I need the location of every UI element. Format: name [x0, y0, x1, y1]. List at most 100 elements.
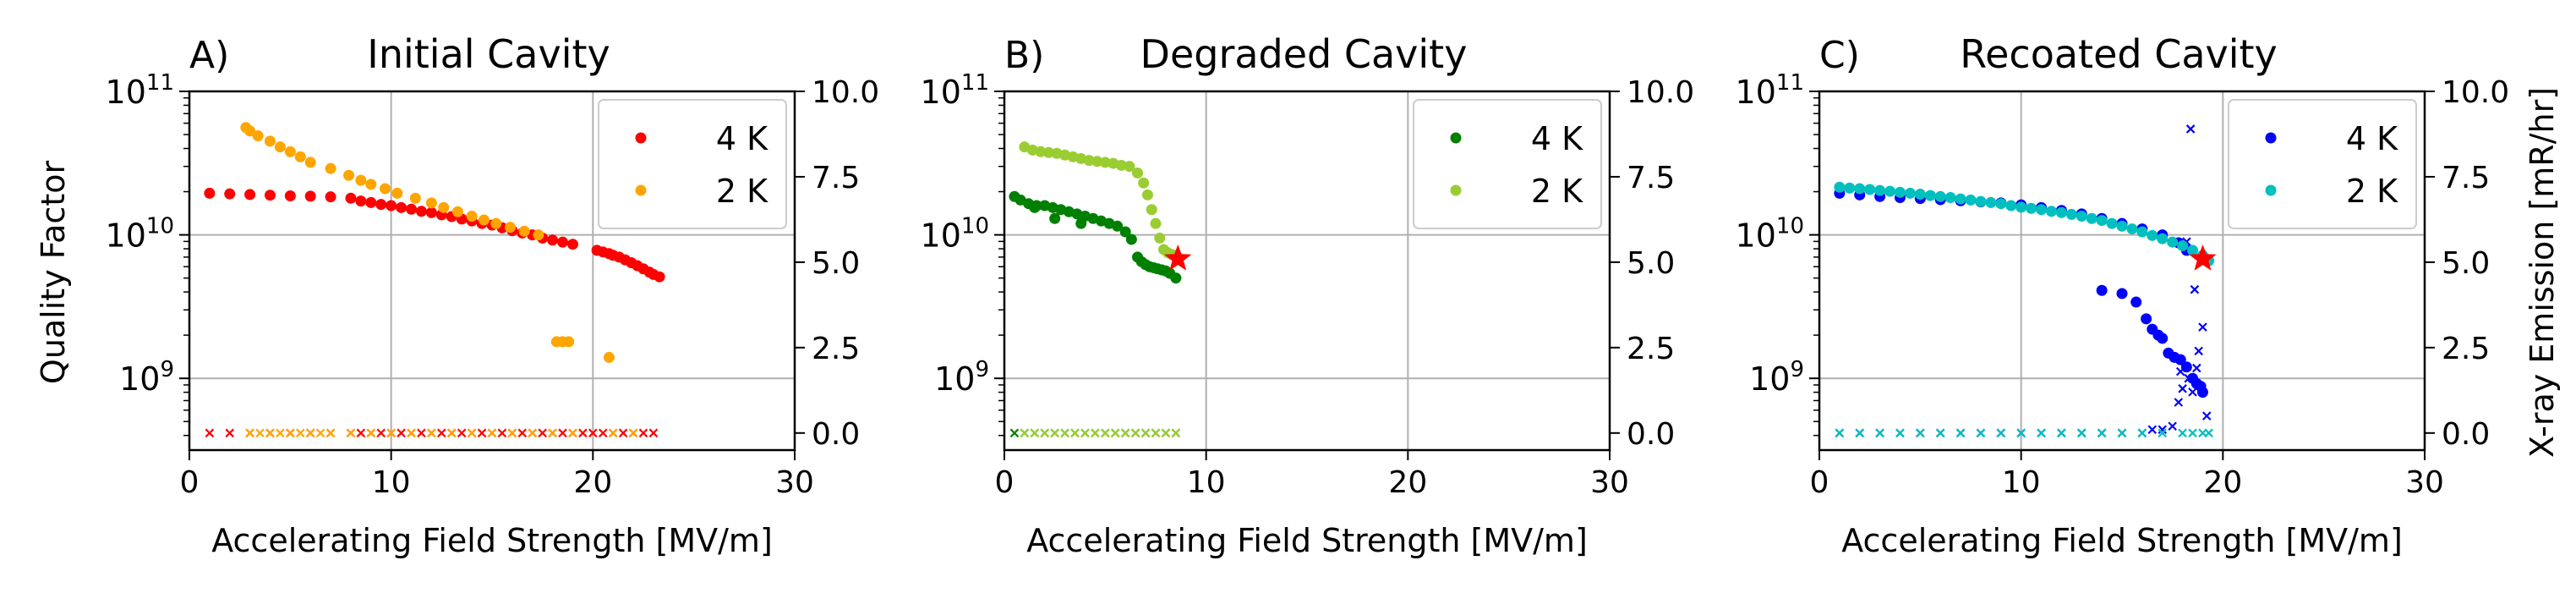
q0-point [386, 200, 397, 212]
y-right-tick-label: 2.5 [1627, 332, 1675, 366]
q0-point [2055, 206, 2067, 218]
q0-point [2116, 288, 2128, 300]
xray-point [568, 428, 577, 438]
y-right-tick-label: 0.0 [2442, 417, 2490, 452]
q0-point [375, 199, 387, 211]
q0-point [557, 236, 569, 248]
xray-point [446, 428, 457, 438]
legend-label: 2 K [716, 173, 768, 210]
q0-point [1874, 184, 1886, 196]
xray-point [2137, 428, 2147, 438]
q0-point [304, 157, 316, 168]
xray-point [1070, 428, 1080, 438]
y-right-tick-label: 7.5 [1627, 161, 1675, 195]
q0-point [2130, 296, 2142, 308]
star-marker [2189, 245, 2217, 271]
y-axis-right-label: X-ray Emission [mR/hr] [2524, 87, 2561, 458]
q0-point [478, 214, 489, 226]
q0-point [204, 187, 216, 199]
q0-point [2106, 217, 2118, 229]
q0-point [563, 336, 575, 348]
q0-point [1029, 201, 1041, 213]
xray-point [638, 428, 648, 438]
xray-point [295, 428, 305, 438]
legend-label: 4 K [1531, 120, 1583, 157]
xray-point [376, 428, 386, 438]
q0-point [284, 190, 296, 201]
y-right-tick-label: 2.5 [812, 332, 860, 366]
legend-marker [2265, 184, 2277, 196]
q0-point [2141, 313, 2152, 325]
q0-point [2187, 245, 2199, 256]
xray-point [315, 428, 325, 438]
q0-point [1894, 186, 1906, 198]
y-right-tick-label: 10.0 [1627, 75, 1694, 110]
legend-marker [2265, 132, 2277, 144]
xray-point [305, 428, 315, 438]
xray-point [2057, 428, 2066, 438]
xray-point [648, 428, 659, 438]
q0-point [1119, 226, 1131, 238]
q0-point [244, 125, 256, 137]
q0-point [2177, 239, 2189, 251]
q0-point [425, 197, 437, 209]
q0-point [2045, 206, 2057, 217]
xray-point [1171, 428, 1181, 438]
x-tick-label: 10 [372, 465, 411, 500]
q0-point [1844, 182, 1856, 194]
q0-point [1995, 198, 2007, 210]
y-left-tick-label: 109 [1749, 357, 1804, 398]
xray-point [255, 428, 265, 438]
q0-point [284, 146, 296, 157]
q0-point [294, 151, 306, 162]
xray-point [1110, 428, 1120, 438]
y-left-tick-label: 1010 [106, 214, 174, 255]
x-tick-label: 30 [1590, 465, 1629, 500]
q0-point [1035, 146, 1047, 157]
q0-point [2005, 200, 2017, 212]
plot-frame [188, 90, 796, 452]
q0-point [2157, 233, 2169, 245]
y-left-tick-label: 109 [934, 357, 989, 398]
legend-box [1413, 99, 1602, 229]
q0-point [1154, 232, 1166, 244]
xray-point [2147, 425, 2158, 435]
q0-point [1091, 156, 1103, 168]
q0-point [1146, 204, 1157, 216]
xray-point [386, 428, 396, 438]
q0-point [425, 206, 437, 218]
q0-point [438, 201, 450, 213]
q0-point [1965, 194, 1977, 206]
q0-point [1141, 189, 1153, 201]
q0-point [1924, 190, 1936, 201]
xray-point [1101, 428, 1110, 438]
q0-point [2180, 361, 2192, 373]
xray-point [1151, 428, 1161, 438]
q0-point [451, 206, 463, 217]
q0-point [2174, 354, 2186, 365]
q0-point [1115, 159, 1127, 171]
xray-point [1835, 428, 1845, 438]
xray-point [2190, 284, 2200, 294]
q0-point [396, 201, 407, 213]
q0-point [343, 169, 355, 181]
panel-letter: C) [1819, 34, 1860, 77]
legend-box [598, 99, 787, 229]
q0-point [654, 271, 665, 283]
legend: 4 K2 K [598, 99, 787, 229]
q0-point [1834, 181, 1846, 193]
q0-point [1864, 184, 1876, 195]
legend: 4 K2 K [2228, 99, 2417, 229]
xray-point [1120, 428, 1130, 438]
q0-point [244, 189, 256, 201]
q0-point [355, 174, 367, 186]
xray-point [2201, 411, 2212, 420]
q0-point [1112, 220, 1124, 232]
q0-point [1124, 161, 1135, 173]
q0-point [533, 229, 544, 241]
xray-point [2194, 346, 2203, 356]
